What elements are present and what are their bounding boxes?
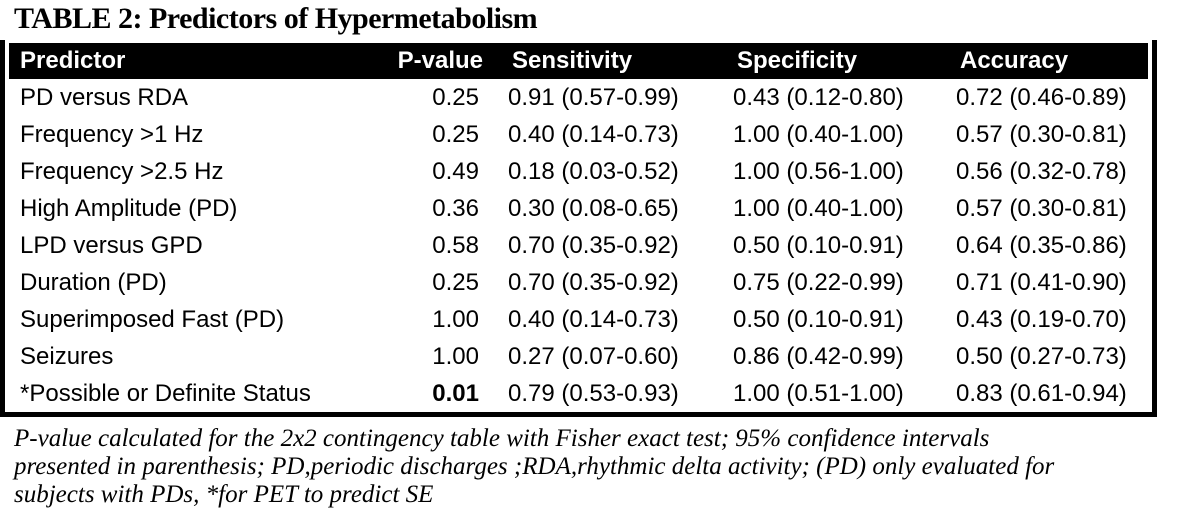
p-value-cell: 0.36 [432, 194, 479, 222]
header-p-value: P-value [397, 47, 483, 74]
sensitivity-cell: 0.27 (0.07-0.60) [508, 342, 679, 370]
table-row: Frequency >1 Hz 0.25 0.40 (0.14-0.73) 1.00 … [5, 116, 1152, 153]
predictor-cell: Duration (PD) [20, 268, 167, 296]
specificity-cell: 0.50 (0.10-0.91) [733, 231, 904, 259]
specificity-cell: 0.86 (0.42-0.99) [733, 342, 904, 370]
p-value-cell: 0.58 [432, 231, 479, 259]
accuracy-cell: 0.71 (0.41-0.90) [956, 268, 1127, 296]
predictors-table: Predictor P-value Sensitivity Specificit… [0, 40, 1157, 417]
specificity-cell: 0.43 (0.12-0.80) [733, 83, 904, 111]
table-row: LPD versus GPD 0.58 0.70 (0.35-0.92) 0.50 (… [5, 227, 1152, 264]
table-footnote: P-value calculated for the 2x2 contingen… [0, 417, 1197, 509]
predictor-cell: High Amplitude (PD) [20, 194, 238, 222]
table-row: Seizures 1.00 0.27 (0.07-0.60) 0.86 (0.42-0… [5, 338, 1152, 375]
header-specificity: Specificity [737, 47, 858, 74]
header-accuracy: Accuracy [960, 47, 1069, 74]
footnote-line: P-value calculated for the 2x2 contingen… [14, 425, 990, 452]
predictor-cell: Frequency >2.5 Hz [20, 157, 224, 185]
specificity-cell: 0.50 (0.10-0.91) [733, 305, 904, 333]
specificity-cell: 1.00 (0.56-1.00) [733, 157, 904, 185]
specificity-cell: 1.00 (0.40-1.00) [733, 194, 904, 222]
predictor-cell: *Possible or Definite Status [20, 379, 311, 407]
p-value-cell: 0.49 [432, 157, 479, 185]
table-body: PD versus RDA 0.25 0.91 (0.57-0.99) 0.43 (0… [5, 79, 1152, 412]
specificity-cell: 1.00 (0.40-1.00) [733, 120, 904, 148]
accuracy-cell: 0.57 (0.30-0.81) [956, 194, 1127, 222]
p-value-cell: 1.00 [432, 305, 479, 333]
predictor-cell: Frequency >1 Hz [20, 120, 204, 148]
footnote-line: presented in parenthesis; PD,periodic di… [14, 453, 1055, 480]
p-value-cell: 0.25 [432, 83, 479, 111]
table-row: Superimposed Fast (PD) 1.00 0.40 (0.14-0.7… [5, 301, 1152, 338]
accuracy-cell: 0.72 (0.46-0.89) [956, 83, 1127, 111]
accuracy-cell: 0.43 (0.19-0.70) [956, 305, 1127, 333]
sensitivity-cell: 0.79 (0.53-0.93) [508, 379, 679, 407]
table-row: High Amplitude (PD) 0.36 0.30 (0.08-0.65) 1… [5, 190, 1152, 227]
predictor-cell: Superimposed Fast (PD) [20, 305, 285, 333]
sensitivity-cell: 0.18 (0.03-0.52) [508, 157, 679, 185]
sensitivity-cell: 0.70 (0.35-0.92) [508, 268, 679, 296]
footnote-line: subjects with PDs, *for PET to predict S… [14, 481, 434, 508]
table-row: *Possible or Definite Status 0.01 0.79 (0.… [5, 375, 1152, 412]
sensitivity-cell: 0.40 (0.14-0.73) [508, 305, 679, 333]
accuracy-cell: 0.50 (0.27-0.73) [956, 342, 1127, 370]
specificity-cell: 1.00 (0.51-1.00) [733, 379, 904, 407]
accuracy-cell: 0.56 (0.32-0.78) [956, 157, 1127, 185]
p-value-cell: 1.00 [432, 342, 479, 370]
predictor-cell: PD versus RDA [20, 83, 189, 111]
table-row: Frequency >2.5 Hz 0.49 0.18 (0.03-0.52) 1.0… [5, 153, 1152, 190]
p-value-cell: 0.01 [432, 379, 479, 407]
predictor-cell: LPD versus GPD [20, 231, 203, 259]
header-sensitivity: Sensitivity [512, 47, 633, 74]
p-value-cell: 0.25 [432, 268, 479, 296]
table-header-row: Predictor P-value Sensitivity Specificit… [9, 43, 1148, 79]
table-row: Duration (PD) 0.25 0.70 (0.35-0.92) 0.75 (0… [5, 264, 1152, 301]
sensitivity-cell: 0.91 (0.57-0.99) [508, 83, 679, 111]
accuracy-cell: 0.83 (0.61-0.94) [956, 379, 1127, 407]
accuracy-cell: 0.57 (0.30-0.81) [956, 120, 1127, 148]
p-value-cell: 0.25 [432, 120, 479, 148]
specificity-cell: 0.75 (0.22-0.99) [733, 268, 904, 296]
sensitivity-cell: 0.40 (0.14-0.73) [508, 120, 679, 148]
header-predictor: Predictor [20, 47, 126, 74]
table-row: PD versus RDA 0.25 0.91 (0.57-0.99) 0.43 (0… [5, 79, 1152, 116]
predictor-cell: Seizures [20, 342, 114, 370]
sensitivity-cell: 0.70 (0.35-0.92) [508, 231, 679, 259]
table-caption: TABLE 2: Predictors of Hypermetabolism [14, 2, 538, 35]
sensitivity-cell: 0.30 (0.08-0.65) [508, 194, 679, 222]
accuracy-cell: 0.64 (0.35-0.86) [956, 231, 1127, 259]
